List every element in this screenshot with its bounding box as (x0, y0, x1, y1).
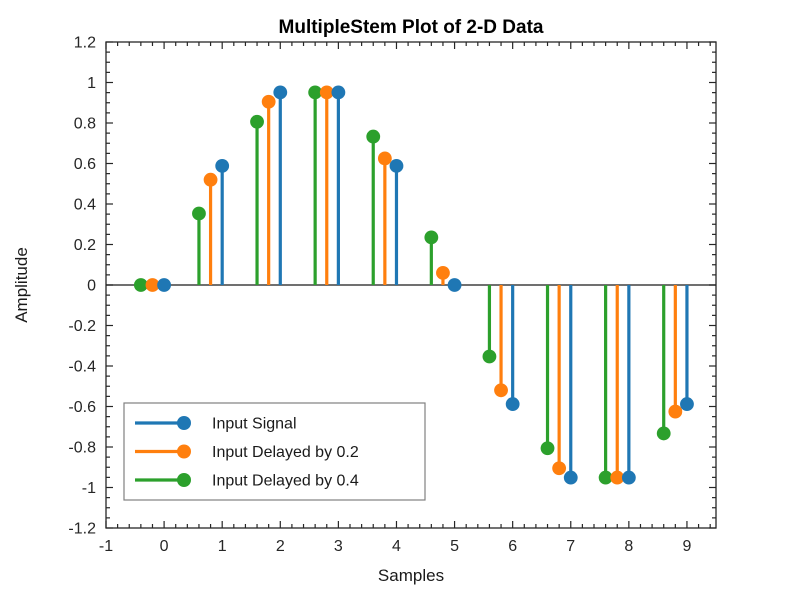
x-tick-label: 0 (160, 538, 169, 555)
x-tick-label: 3 (334, 538, 343, 555)
axis-tick-labels: -1 0 1 2 3 4 5 6 7 8 9-1.2-1-0.8-0.6-0.4-0.200.20.… (68, 35, 691, 556)
y-tick-label: -0.4 (68, 359, 96, 376)
y-tick-label: 1.2 (74, 35, 96, 52)
legend: Input Signal Input Delayed by 0.2 Input De… (123, 402, 426, 501)
stem-marker (424, 230, 439, 245)
legend-label: Input Signal (212, 416, 297, 433)
x-tick-label: 1 (218, 538, 227, 555)
stem-marker (366, 129, 381, 144)
stem-marker (377, 151, 392, 166)
x-tick-label: -1 (99, 538, 113, 555)
y-tick-label: 0.8 (74, 116, 96, 133)
y-tick-label: -0.2 (68, 318, 96, 335)
stem-marker (203, 172, 218, 187)
y-axis-label: Amplitude (12, 247, 31, 323)
stem-series (133, 85, 694, 485)
legend-marker-swatch (177, 444, 191, 459)
stem-marker (157, 278, 171, 292)
stem-marker (319, 85, 334, 100)
stem-marker (447, 278, 462, 292)
stem-marker (610, 470, 625, 485)
x-tick-label: 9 (682, 538, 691, 555)
x-axis-label: Samples (378, 566, 444, 585)
stem-marker (250, 114, 264, 129)
stem-marker (621, 470, 636, 485)
y-tick-label: 0 (87, 278, 96, 295)
stem-marker (563, 470, 578, 485)
x-tick-label: 6 (508, 538, 517, 555)
stem-marker (331, 85, 346, 100)
x-tick-label: 4 (392, 538, 401, 555)
chart-title: MultipleStem Plot of 2-D Data (279, 17, 544, 38)
y-tick-label: -0.8 (68, 440, 96, 457)
stem-marker (540, 441, 555, 456)
stem-marker (552, 461, 567, 476)
x-tick-label: 7 (566, 538, 575, 555)
stem-marker (436, 265, 450, 280)
y-tick-label: -0.6 (68, 399, 96, 416)
series-input-delayed-by-0-2 (145, 85, 683, 485)
y-tick-label: 0.2 (74, 237, 96, 254)
legend-entry: Input Delayed by 0.4 (135, 473, 359, 490)
stem-marker (680, 397, 694, 411)
stem-marker (494, 383, 508, 398)
legend-entry: Input Delayed by 0.2 (135, 444, 359, 461)
axis-ticks (105, 41, 716, 529)
stem-marker (598, 470, 613, 485)
stem-marker (145, 278, 160, 292)
x-tick-label: 5 (450, 538, 459, 555)
legend-entry: Input Signal (135, 416, 297, 433)
stem-marker (261, 94, 276, 109)
series-input-delayed-by-0-4 (133, 85, 671, 485)
y-tick-label: -1 (82, 480, 96, 497)
plot-border (105, 41, 717, 529)
stem-marker (389, 159, 404, 173)
stem-marker (273, 85, 288, 100)
x-tick-label: 8 (624, 538, 633, 555)
legend-marker-swatch (177, 416, 191, 430)
stem-marker (133, 278, 148, 292)
stem-marker (192, 206, 206, 221)
stem-marker (656, 426, 671, 441)
legend-marker-swatch (177, 473, 191, 487)
stem-marker (482, 349, 497, 364)
y-tick-label: 0.6 (74, 156, 96, 173)
stem-marker (215, 159, 230, 173)
stem-marker (308, 85, 323, 100)
legend-label: Input Delayed by 0.4 (212, 473, 359, 490)
x-tick-label: 2 (276, 538, 285, 555)
stem-marker (668, 404, 683, 419)
legend-label: Input Delayed by 0.2 (212, 444, 359, 461)
series-input-signal (157, 85, 694, 485)
y-tick-label: 1 (87, 75, 96, 92)
y-tick-label: -1.2 (68, 521, 96, 538)
y-tick-label: 0.4 (74, 197, 96, 214)
stem-marker (505, 397, 520, 411)
